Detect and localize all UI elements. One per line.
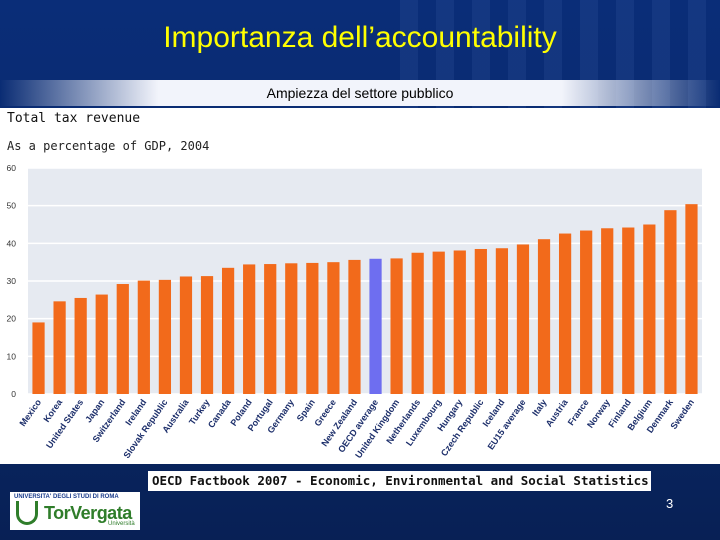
y-tick-label: 50 <box>7 201 17 211</box>
bar <box>580 230 593 394</box>
y-tick-label: 0 <box>11 389 16 399</box>
bar <box>453 250 466 394</box>
bar <box>432 251 445 394</box>
bar <box>243 264 256 394</box>
logo-emblem-icon <box>16 501 38 525</box>
bar <box>306 262 319 394</box>
bar <box>495 248 509 394</box>
bar <box>601 228 614 394</box>
chart-panel: 0 10 20 30 40 50 60 Mexico Korea United States Jap… <box>0 108 720 464</box>
bar <box>53 301 66 394</box>
slide-title: Importanza dell’accountability <box>163 21 557 54</box>
bar <box>390 258 403 394</box>
logo-main-text: TorVergata <box>44 503 132 523</box>
bar <box>685 204 698 394</box>
bar <box>348 259 361 394</box>
y-tick-label: 60 <box>7 163 17 173</box>
x-tick-label: Austria <box>544 397 571 429</box>
bar <box>411 252 424 394</box>
bar <box>158 279 172 394</box>
source-caption: OECD Factbook 2007 - Economic, Environme… <box>148 471 651 491</box>
x-tick-label: Mexico <box>17 397 43 428</box>
bar <box>516 244 530 394</box>
page-number: 3 <box>666 496 674 511</box>
x-tick-label: Italy <box>530 397 549 417</box>
bar <box>327 262 340 394</box>
bar <box>116 284 129 394</box>
y-tick-label: 20 <box>7 314 17 324</box>
bar <box>474 248 487 394</box>
bar <box>537 239 551 394</box>
bar <box>32 322 45 394</box>
bar <box>558 233 572 394</box>
logo-bottom-text: Università <box>108 521 135 527</box>
chart-subtitle: As a percentage of GDP, 2004 <box>7 139 210 153</box>
x-tick-label: Canada <box>206 397 233 430</box>
chart-title: Total tax revenue <box>7 111 141 126</box>
bar <box>179 276 193 394</box>
y-tick-label: 10 <box>7 351 17 361</box>
y-tick-label: 40 <box>7 238 17 248</box>
bar <box>622 227 635 394</box>
y-tick-label: 30 <box>7 276 17 286</box>
bar <box>95 294 108 394</box>
logo-top-text: UNIVERSITA' DEGLI STUDI DI ROMA <box>14 494 119 500</box>
bar <box>664 210 677 394</box>
bar <box>200 276 214 394</box>
bar <box>264 264 277 394</box>
university-logo: UNIVERSITA' DEGLI STUDI DI ROMA TorVerga… <box>10 492 140 530</box>
bar <box>221 267 235 394</box>
bar <box>369 258 382 394</box>
bar <box>137 280 150 394</box>
bar <box>285 263 298 394</box>
bar <box>643 224 656 394</box>
slide-subtitle: Ampiezza del settore pubblico <box>0 80 720 106</box>
bar <box>74 297 87 394</box>
